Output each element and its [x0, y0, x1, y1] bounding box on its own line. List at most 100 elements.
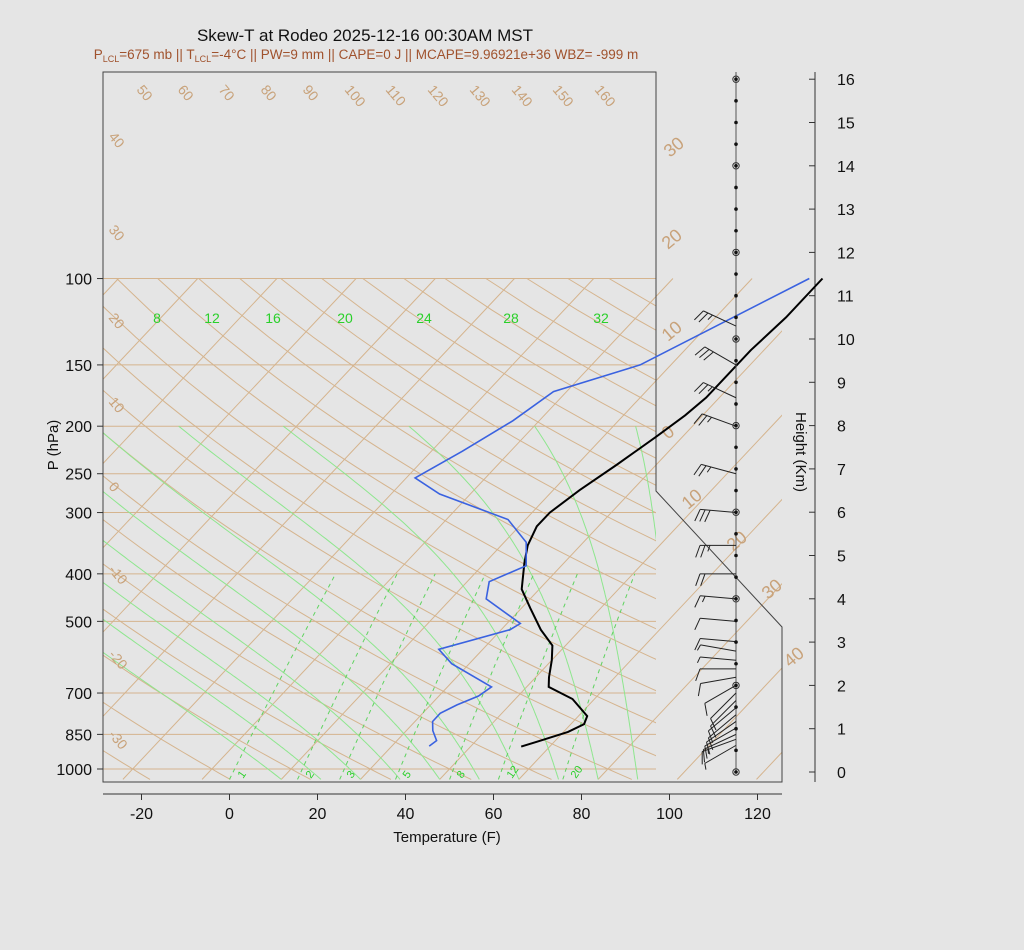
- x-tick-label: 60: [485, 806, 503, 823]
- mixing-ratio-line: [562, 573, 636, 780]
- barb-flag: [710, 725, 717, 738]
- moist-adiabat: [282, 425, 559, 780]
- barb-flag: [710, 718, 717, 731]
- isotherm-label: 150: [550, 82, 577, 110]
- barb-flag: [694, 509, 701, 522]
- level-dot: [734, 120, 738, 125]
- barb-staff: [700, 508, 737, 514]
- level-dot: [734, 207, 738, 211]
- mixing-ratio-labels: 8 12 16 20 24 28 321 2 3 5 8 12 20: [153, 310, 609, 781]
- isotherm-line: [756, 751, 782, 780]
- level-dot: [734, 683, 738, 688]
- moist-adiabat: [103, 651, 282, 780]
- isotherm-label: -30: [106, 727, 131, 753]
- level-dot: [734, 510, 738, 514]
- level-ring: [732, 75, 740, 83]
- mixing-ratio-label: 20: [569, 764, 586, 781]
- height-tick-label: 7: [837, 462, 846, 479]
- level-dot: [734, 705, 738, 709]
- wind-barb: [694, 508, 737, 523]
- level-dot: [734, 380, 738, 385]
- barb-flag: [694, 618, 701, 631]
- level-ring: [732, 508, 740, 516]
- level-dot: [734, 293, 738, 298]
- isotherm-line: [103, 278, 278, 465]
- chart-subtitle: PLCL=675 mb || TLCL=-4°C || PW=9 mm || C…: [94, 47, 639, 64]
- x-axis-title: Temperature (F): [393, 829, 501, 846]
- barb-flag: [706, 741, 711, 755]
- level-dot: [734, 661, 738, 666]
- dry-adiabat: [103, 563, 472, 780]
- moist-adiabat: [103, 581, 361, 780]
- isotherm-label: 160: [592, 82, 619, 110]
- p-tick-label: 150: [65, 358, 92, 375]
- barb-half-flag: [707, 545, 711, 552]
- barb-flag: [694, 310, 704, 321]
- isotherm-label: 70: [216, 82, 238, 104]
- level-dot: [734, 99, 738, 103]
- height-tick-label: 15: [837, 116, 855, 133]
- x-tick-label: 0: [225, 806, 234, 823]
- barb-staff: [700, 656, 737, 661]
- isotherm-line: [757, 279, 1024, 780]
- isotherm-line: [103, 278, 515, 718]
- barb-flag: [707, 737, 714, 750]
- isotherm-line: [676, 667, 782, 780]
- barb-flag: [695, 668, 701, 682]
- p-tick-label: 250: [65, 467, 92, 484]
- level-ring: [732, 595, 740, 603]
- barb-flag: [704, 703, 708, 716]
- height-tick-label: 5: [837, 549, 846, 566]
- dry-adiabat: [103, 305, 656, 660]
- level-dot: [734, 228, 738, 233]
- barb-flag: [698, 384, 709, 395]
- level-dot: [734, 597, 738, 601]
- moist-adiabat: [103, 432, 480, 780]
- barb-half-flag: [707, 314, 713, 320]
- level-dot: [734, 532, 738, 536]
- p-tick-label: 700: [65, 686, 92, 703]
- wind-barb: [707, 707, 737, 744]
- barb-staff: [710, 692, 737, 719]
- barb-flag: [698, 465, 707, 477]
- isotherm-line: [201, 295, 656, 780]
- isotherms: [103, 278, 1024, 780]
- isotherm-label: 30: [660, 133, 688, 161]
- level-dot: [734, 358, 738, 363]
- isotherm-label: 100: [342, 82, 369, 110]
- wind-barb: [694, 595, 737, 608]
- level-dot: [734, 164, 738, 168]
- isotherm-label: 120: [425, 82, 452, 110]
- level-dot: [734, 618, 738, 623]
- dry-adiabat: [103, 654, 311, 780]
- level-dot: [734, 272, 738, 276]
- barb-staff: [710, 700, 737, 727]
- level-dot: [734, 402, 738, 406]
- mixing-ratio-label: 20: [337, 310, 353, 326]
- wind-barb: [697, 656, 737, 664]
- pressure-axis: 100 150 200 250 300 400 500 700 850 1000: [56, 272, 103, 779]
- level-ring: [732, 768, 740, 776]
- moist-adiabat: [103, 618, 322, 780]
- moist-adiabat: [178, 425, 520, 780]
- barb-flag: [707, 730, 714, 744]
- mixing-ratio-label: 12: [204, 310, 220, 326]
- isotherm-line: [597, 717, 656, 780]
- chart-title: Skew-T at Rodeo 2025-12-16 00:30AM MST: [197, 26, 533, 45]
- barb-flag: [700, 545, 706, 558]
- moist-adiabat: [103, 490, 441, 780]
- barb-staff: [704, 346, 737, 366]
- barb-flag: [699, 509, 706, 522]
- barb-half-flag: [706, 466, 712, 473]
- dry-adiabat: [103, 389, 656, 724]
- mixing-ratio-line: [297, 573, 398, 780]
- isotherm-label: 40: [780, 643, 808, 671]
- barb-half-flag: [697, 656, 701, 664]
- dry-adiabat: [0, 279, 70, 780]
- level-dot: [734, 445, 738, 450]
- wind-barb: [694, 617, 737, 631]
- height-tick-label: 10: [837, 332, 855, 349]
- mixing-ratio-label: 3: [345, 769, 358, 781]
- isotherm-label: 30: [758, 575, 786, 603]
- dry-adiabat: [103, 608, 392, 780]
